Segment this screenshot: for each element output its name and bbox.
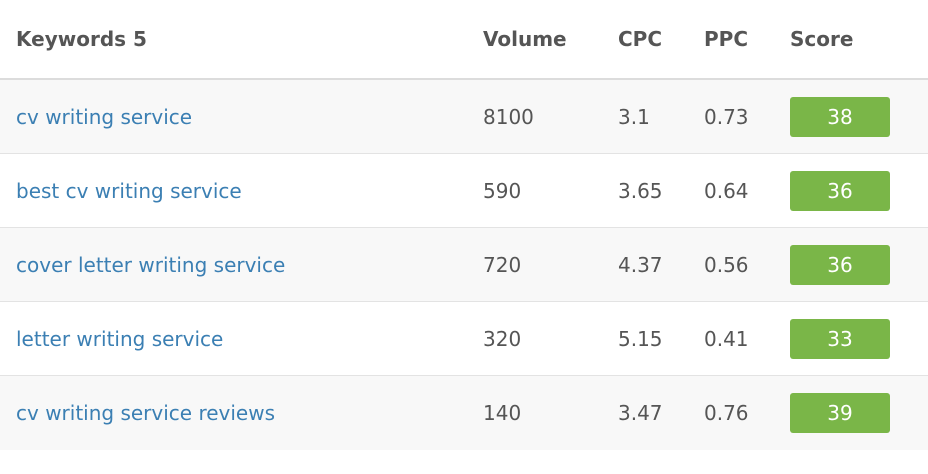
keyword-cell: cv writing service [16, 80, 192, 153]
keyword-link[interactable]: cover letter writing service [16, 252, 286, 277]
cpc-value: 3.65 [618, 178, 663, 203]
score-cell: 33 [790, 302, 890, 375]
ppc-value: 0.56 [704, 252, 749, 277]
keywords-table: Keywords 5 Volume CPC PPC Score cv writi… [0, 0, 928, 450]
cpc-value: 3.47 [618, 401, 663, 425]
column-header-ppc[interactable]: PPC [704, 27, 748, 51]
volume-value: 320 [483, 326, 522, 351]
column-header-cpc[interactable]: CPC [618, 27, 663, 51]
volume-value: 140 [483, 401, 522, 425]
keyword-link[interactable]: cv writing service [16, 104, 193, 129]
column-header-keywords[interactable]: Keywords 5 [16, 27, 147, 51]
volume-value: 590 [483, 178, 522, 203]
keyword-link[interactable]: cv writing service reviews [16, 401, 276, 425]
table-row: letter writing service 320 5.15 0.41 33 [0, 302, 928, 376]
table-row: cv writing service reviews 140 3.47 0.76… [0, 376, 928, 450]
volume-value: 8100 [483, 104, 534, 129]
table-body: cv writing service 8100 3.1 0.73 38 best… [0, 80, 928, 450]
score-cell: 36 [790, 228, 890, 301]
score-cell: 36 [790, 154, 890, 227]
score-badge: 33 [790, 318, 890, 359]
ppc-value: 0.41 [704, 326, 749, 351]
score-badge: 39 [790, 393, 890, 433]
keyword-link[interactable]: letter writing service [16, 326, 224, 351]
score-badge: 36 [790, 244, 890, 285]
table-row: cover letter writing service 720 4.37 0.… [0, 228, 928, 302]
keyword-cell: cv writing service reviews [16, 376, 275, 450]
keyword-cell: best cv writing service [16, 154, 242, 227]
score-cell: 39 [790, 376, 890, 450]
table-header: Keywords 5 Volume CPC PPC Score [0, 0, 928, 80]
table-row: best cv writing service 590 3.65 0.64 36 [0, 154, 928, 228]
volume-value: 720 [483, 252, 522, 277]
keyword-cell: cover letter writing service [16, 228, 285, 301]
column-header-volume[interactable]: Volume [483, 27, 567, 51]
score-badge: 38 [790, 96, 890, 137]
keyword-cell: letter writing service [16, 302, 223, 375]
ppc-value: 0.64 [704, 178, 749, 203]
cpc-value: 3.1 [618, 104, 650, 129]
score-badge: 36 [790, 170, 890, 211]
keyword-link[interactable]: best cv writing service [16, 178, 242, 203]
column-header-score[interactable]: Score [790, 27, 854, 51]
score-cell: 38 [790, 80, 890, 153]
cpc-value: 5.15 [618, 326, 663, 351]
table-row: cv writing service 8100 3.1 0.73 38 [0, 80, 928, 154]
ppc-value: 0.76 [704, 401, 749, 425]
cpc-value: 4.37 [618, 252, 663, 277]
ppc-value: 0.73 [704, 104, 749, 129]
